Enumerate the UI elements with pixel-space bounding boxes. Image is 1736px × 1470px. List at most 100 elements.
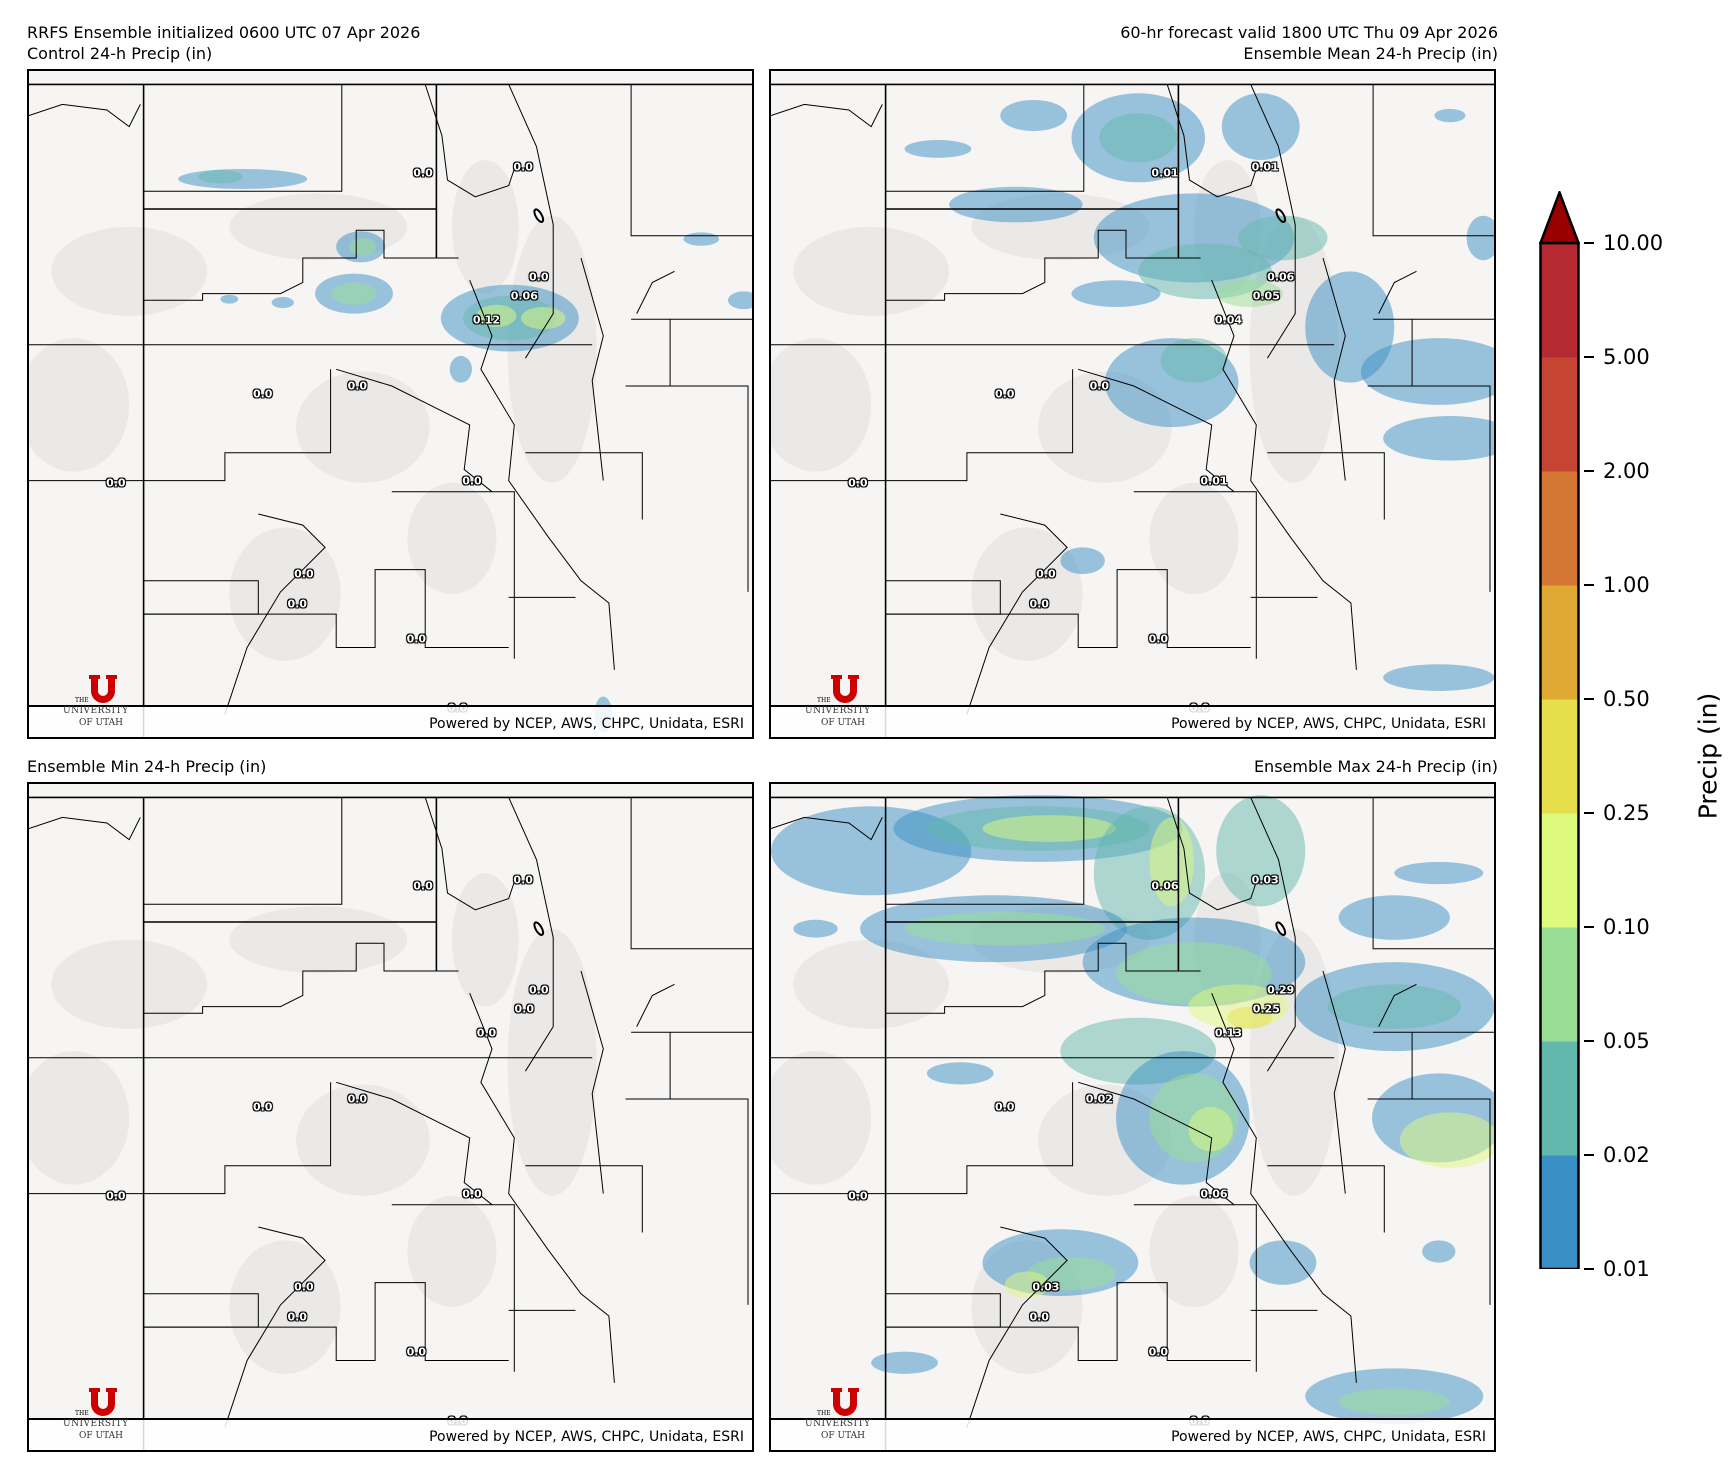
boundary-line (771, 369, 1074, 482)
boundary-line (625, 1098, 749, 1305)
colorbar-tick-label: 0.01 (1603, 1257, 1650, 1281)
terrain-shading (771, 160, 1339, 661)
terrain-relief (793, 226, 950, 316)
precip-contour (1216, 280, 1283, 307)
university-of-utah-logo: THE UNIVERSITY OF UTAH (803, 675, 883, 735)
terrain-relief (507, 928, 597, 1196)
station-value: 0.0 (106, 1189, 126, 1203)
precip-contour (1238, 215, 1328, 261)
station-value: 0.0 (994, 387, 1015, 401)
precip-contour (926, 1062, 994, 1085)
credits-text: Powered by NCEP, AWS, CHPC, Unidata, ESR… (1171, 716, 1486, 732)
precip-contour (1160, 338, 1228, 383)
boundary-line (885, 1282, 1251, 1361)
station-value: 0.0 (1148, 1345, 1169, 1359)
station-value: 0.0 (1089, 379, 1110, 393)
lake (1275, 208, 1287, 223)
terrain-relief (407, 1195, 497, 1308)
map-panel-min[interactable]: 0.00.00.00.00.00.00.00.00.00.00.00.00.0P… (27, 782, 754, 1452)
logo-of-utah: OF UTAH (821, 1431, 865, 1441)
boundary-line (525, 452, 643, 520)
terrain-relief (229, 527, 341, 661)
boundary-line (1133, 491, 1257, 659)
precip-contour (220, 294, 239, 304)
precip-contour (1071, 280, 1161, 307)
station-value: 0.0 (529, 270, 549, 284)
boundary-line (625, 385, 749, 592)
boundaries (771, 796, 1494, 1450)
precip-contour (449, 355, 472, 383)
station-value: 0.0 (287, 1310, 307, 1324)
boundary-line (469, 993, 615, 1383)
terrain-relief (1149, 1195, 1239, 1308)
terrain-relief (29, 1051, 130, 1185)
terrain-relief (771, 1051, 872, 1185)
colorbar-tick-label: 10.00 (1603, 231, 1664, 255)
precip-contour (1000, 99, 1068, 132)
colorbar-tick (1584, 926, 1594, 928)
boundaries (29, 796, 752, 1450)
boundaries (29, 83, 752, 737)
map-panel-max[interactable]: 0.06 0.03 0.29 0.25 0.13 0.0 0.02 0.0 0.06 0.03 0.… (769, 782, 1496, 1452)
boundary-line (29, 816, 141, 841)
station-value: 0.01 (1200, 474, 1228, 488)
university-of-utah-logo: THE UNIVERSITY OF UTAH (61, 675, 141, 735)
precip-contour (793, 919, 838, 938)
station-value: 0.0 (848, 1189, 868, 1203)
boundary-line (143, 797, 343, 905)
map-panel-mean[interactable]: 0.01 0.01 0.06 0.05 0.04 0.0 0.0 0.0 0.01 0.0 0.0 0… (769, 69, 1496, 739)
boundary-line (885, 797, 1085, 905)
boundary-line (508, 797, 554, 1072)
colorbar-bin (1540, 813, 1579, 928)
boundary-line (469, 280, 615, 670)
terrain-relief (229, 906, 408, 974)
station-value: 0.06 (510, 289, 538, 303)
boundary-line (1322, 970, 1346, 1194)
boundary-line (1250, 797, 1296, 1072)
colorbar-tick (1584, 584, 1594, 586)
panel-title-min: Ensemble Min 24-h Precip (in) (27, 757, 267, 776)
boundary-line (1372, 797, 1494, 950)
precip-contour (1149, 817, 1194, 907)
colorbar-tick (1584, 1040, 1594, 1042)
boundary-line (1166, 84, 1257, 198)
boundary-line (580, 970, 604, 1194)
station-value: 0.06 (1200, 1187, 1228, 1201)
valid-title: 60-hr forecast valid 1800 UTC Thu 09 Apr… (1120, 23, 1498, 42)
precip-contour (727, 291, 752, 310)
boundary-line (224, 513, 326, 715)
boundary-line (1367, 1098, 1491, 1305)
precip-contour (1216, 795, 1306, 907)
station-value: 0.0 (529, 983, 549, 997)
precip-contour (331, 282, 377, 305)
station-value: 0.06 (1267, 270, 1295, 284)
boundary-line (29, 103, 141, 128)
panel-title-mean: Ensemble Mean 24-h Precip (in) (1243, 44, 1498, 63)
boundary-line (29, 369, 332, 482)
boundary-line (336, 368, 493, 493)
boundary-line (424, 84, 515, 198)
station-value: 0.0 (347, 1092, 368, 1106)
station-value: 0.0 (413, 166, 433, 180)
colorbar-tick-label: 0.50 (1603, 687, 1650, 711)
colorbar-tick-label: 0.05 (1603, 1029, 1650, 1053)
precip-contour (271, 296, 294, 309)
precip-contour (904, 911, 1105, 946)
terrain-relief (793, 939, 950, 1029)
boundary-line (1250, 84, 1296, 359)
terrain-shading (29, 160, 597, 661)
colorbar-tick (1584, 1268, 1594, 1270)
map-panel-control[interactable]: 0.00.00.00.060.120.00.00.00.00.00.00.00.… (27, 69, 754, 739)
panel-title-control: Control 24-h Precip (in) (27, 44, 213, 63)
boundary-line (771, 1082, 1074, 1195)
precip-field (904, 93, 1494, 691)
station-value: 0.05 (1252, 289, 1280, 303)
colorbar-tick-label: 1.00 (1603, 573, 1650, 597)
precip-contour (349, 237, 377, 256)
logo-the: THE (75, 697, 89, 704)
logo-university: UNIVERSITY (805, 706, 871, 716)
terrain-relief (507, 215, 597, 483)
terrain-relief (296, 1084, 430, 1196)
boundary-line (1267, 452, 1385, 520)
station-value: 0.03 (1032, 1280, 1060, 1294)
